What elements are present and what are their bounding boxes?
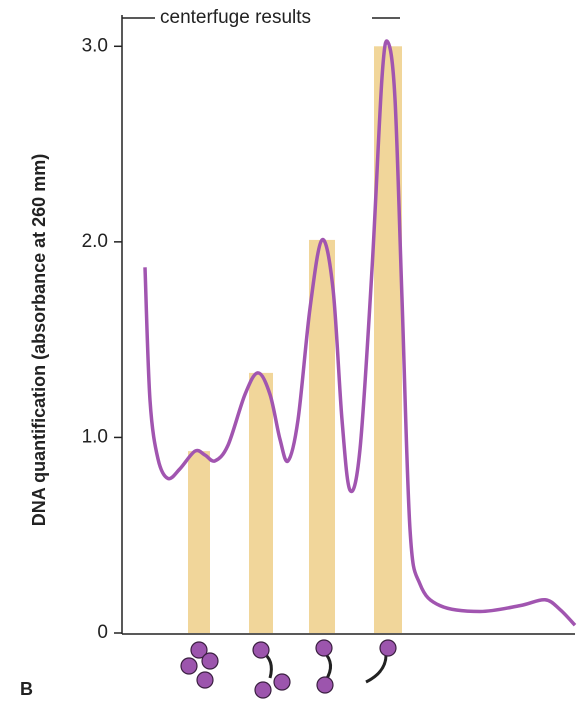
y-tick-label: 1.0 [82, 426, 108, 447]
y-tick-label: 3.0 [82, 35, 108, 56]
y-axis-label: DNA quantification (absorbance at 260 mm… [29, 154, 49, 526]
chart-title: centerfuge results [160, 7, 311, 28]
y-tick-label: 0 [97, 622, 108, 643]
peak-bar [188, 451, 210, 633]
peak-bar [249, 372, 273, 633]
data-line [143, 39, 577, 627]
panel-label: B [20, 679, 33, 699]
molecule-icons [180, 639, 397, 699]
peak-bar [309, 239, 335, 633]
y-tick-label: 2.0 [82, 231, 108, 252]
plot-area [143, 39, 577, 633]
